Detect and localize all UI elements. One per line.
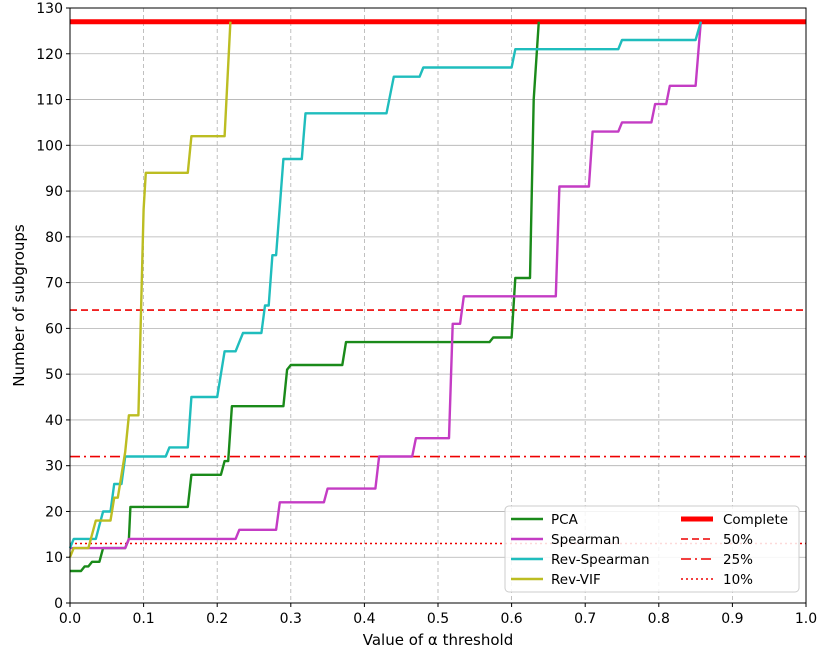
x-tick-label: 0.3 — [280, 611, 302, 627]
y-tick-label: 0 — [54, 596, 63, 612]
x-tick-label: 0.7 — [574, 611, 596, 627]
legend: PCA Spearman Rev-Spearman Rev-VIF Complete 50… — [504, 505, 800, 593]
x-tick-label: 0.0 — [59, 611, 81, 627]
legend-label: Spearman — [551, 532, 620, 548]
y-tick-label: 120 — [36, 47, 63, 63]
y-tick-label: 40 — [45, 413, 63, 429]
legend-label: 10% — [723, 572, 753, 588]
y-tick-label: 70 — [45, 276, 63, 292]
legend-label: 25% — [723, 552, 753, 568]
y-tick-label: 10 — [45, 550, 63, 566]
y-tick-label: 20 — [45, 504, 63, 520]
x-tick-label: 0.5 — [427, 611, 449, 627]
axis-ticks: 0 10 20 30 40 50 60 70 80 90 100 110 120 130 0.0 0.1 0.2… — [36, 1, 817, 627]
y-tick-label: 130 — [36, 1, 63, 17]
x-tick-label: 0.8 — [648, 611, 670, 627]
x-tick-label: 0.1 — [132, 611, 154, 627]
x-tick-label: 0.9 — [721, 611, 743, 627]
x-axis-label: Value of α threshold — [363, 631, 513, 649]
legend-label: Rev-VIF — [551, 572, 601, 588]
grid — [70, 8, 806, 603]
y-tick-label: 110 — [36, 93, 63, 109]
series-lines — [68, 21, 702, 573]
y-axis-label: Number of subgroups — [10, 224, 28, 387]
x-tick-label: 1.0 — [795, 611, 817, 627]
series-line-pca — [70, 21, 540, 573]
y-tick-label: 60 — [45, 321, 63, 337]
legend-label: 50% — [723, 532, 753, 548]
legend-label: Complete — [723, 512, 788, 528]
legend-label: PCA — [551, 512, 579, 528]
legend-box — [504, 505, 800, 593]
y-tick-label: 50 — [45, 367, 63, 383]
y-tick-label: 100 — [36, 138, 63, 154]
x-tick-label: 0.2 — [206, 611, 228, 627]
y-tick-label: 90 — [45, 184, 63, 200]
series-line-rev-spearman — [68, 21, 702, 549]
legend-label: Rev-Spearman — [551, 552, 650, 568]
y-tick-label: 30 — [45, 459, 63, 475]
x-tick-label: 0.4 — [353, 611, 375, 627]
series-line-rev-vif — [68, 21, 232, 558]
series-line-spearman — [70, 21, 702, 550]
reference-lines — [70, 19, 806, 545]
y-tick-label: 80 — [45, 230, 63, 246]
x-tick-label: 0.6 — [500, 611, 522, 627]
